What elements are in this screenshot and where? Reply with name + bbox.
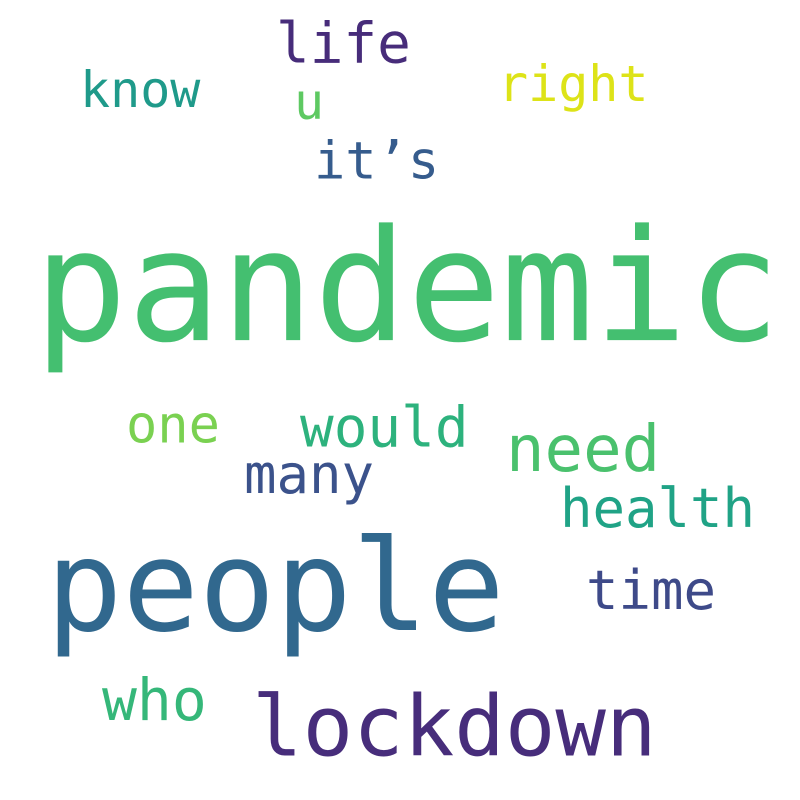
word-lockdown: lockdown bbox=[252, 677, 657, 776]
word-who: who bbox=[102, 665, 207, 734]
word-need: need bbox=[506, 413, 661, 488]
word-u: u bbox=[294, 73, 325, 131]
word-time: time bbox=[586, 558, 717, 622]
word-many: many bbox=[244, 442, 375, 506]
word-pandemic: pandemic bbox=[34, 196, 781, 378]
word-one: one bbox=[126, 395, 220, 456]
word-right: right bbox=[498, 55, 649, 113]
word-life: life bbox=[276, 11, 411, 77]
word-know: know bbox=[80, 61, 201, 119]
word-its: it’s bbox=[314, 131, 440, 192]
word-would: would bbox=[300, 395, 469, 461]
word-health: health bbox=[560, 476, 756, 540]
word-people: people bbox=[46, 511, 505, 660]
